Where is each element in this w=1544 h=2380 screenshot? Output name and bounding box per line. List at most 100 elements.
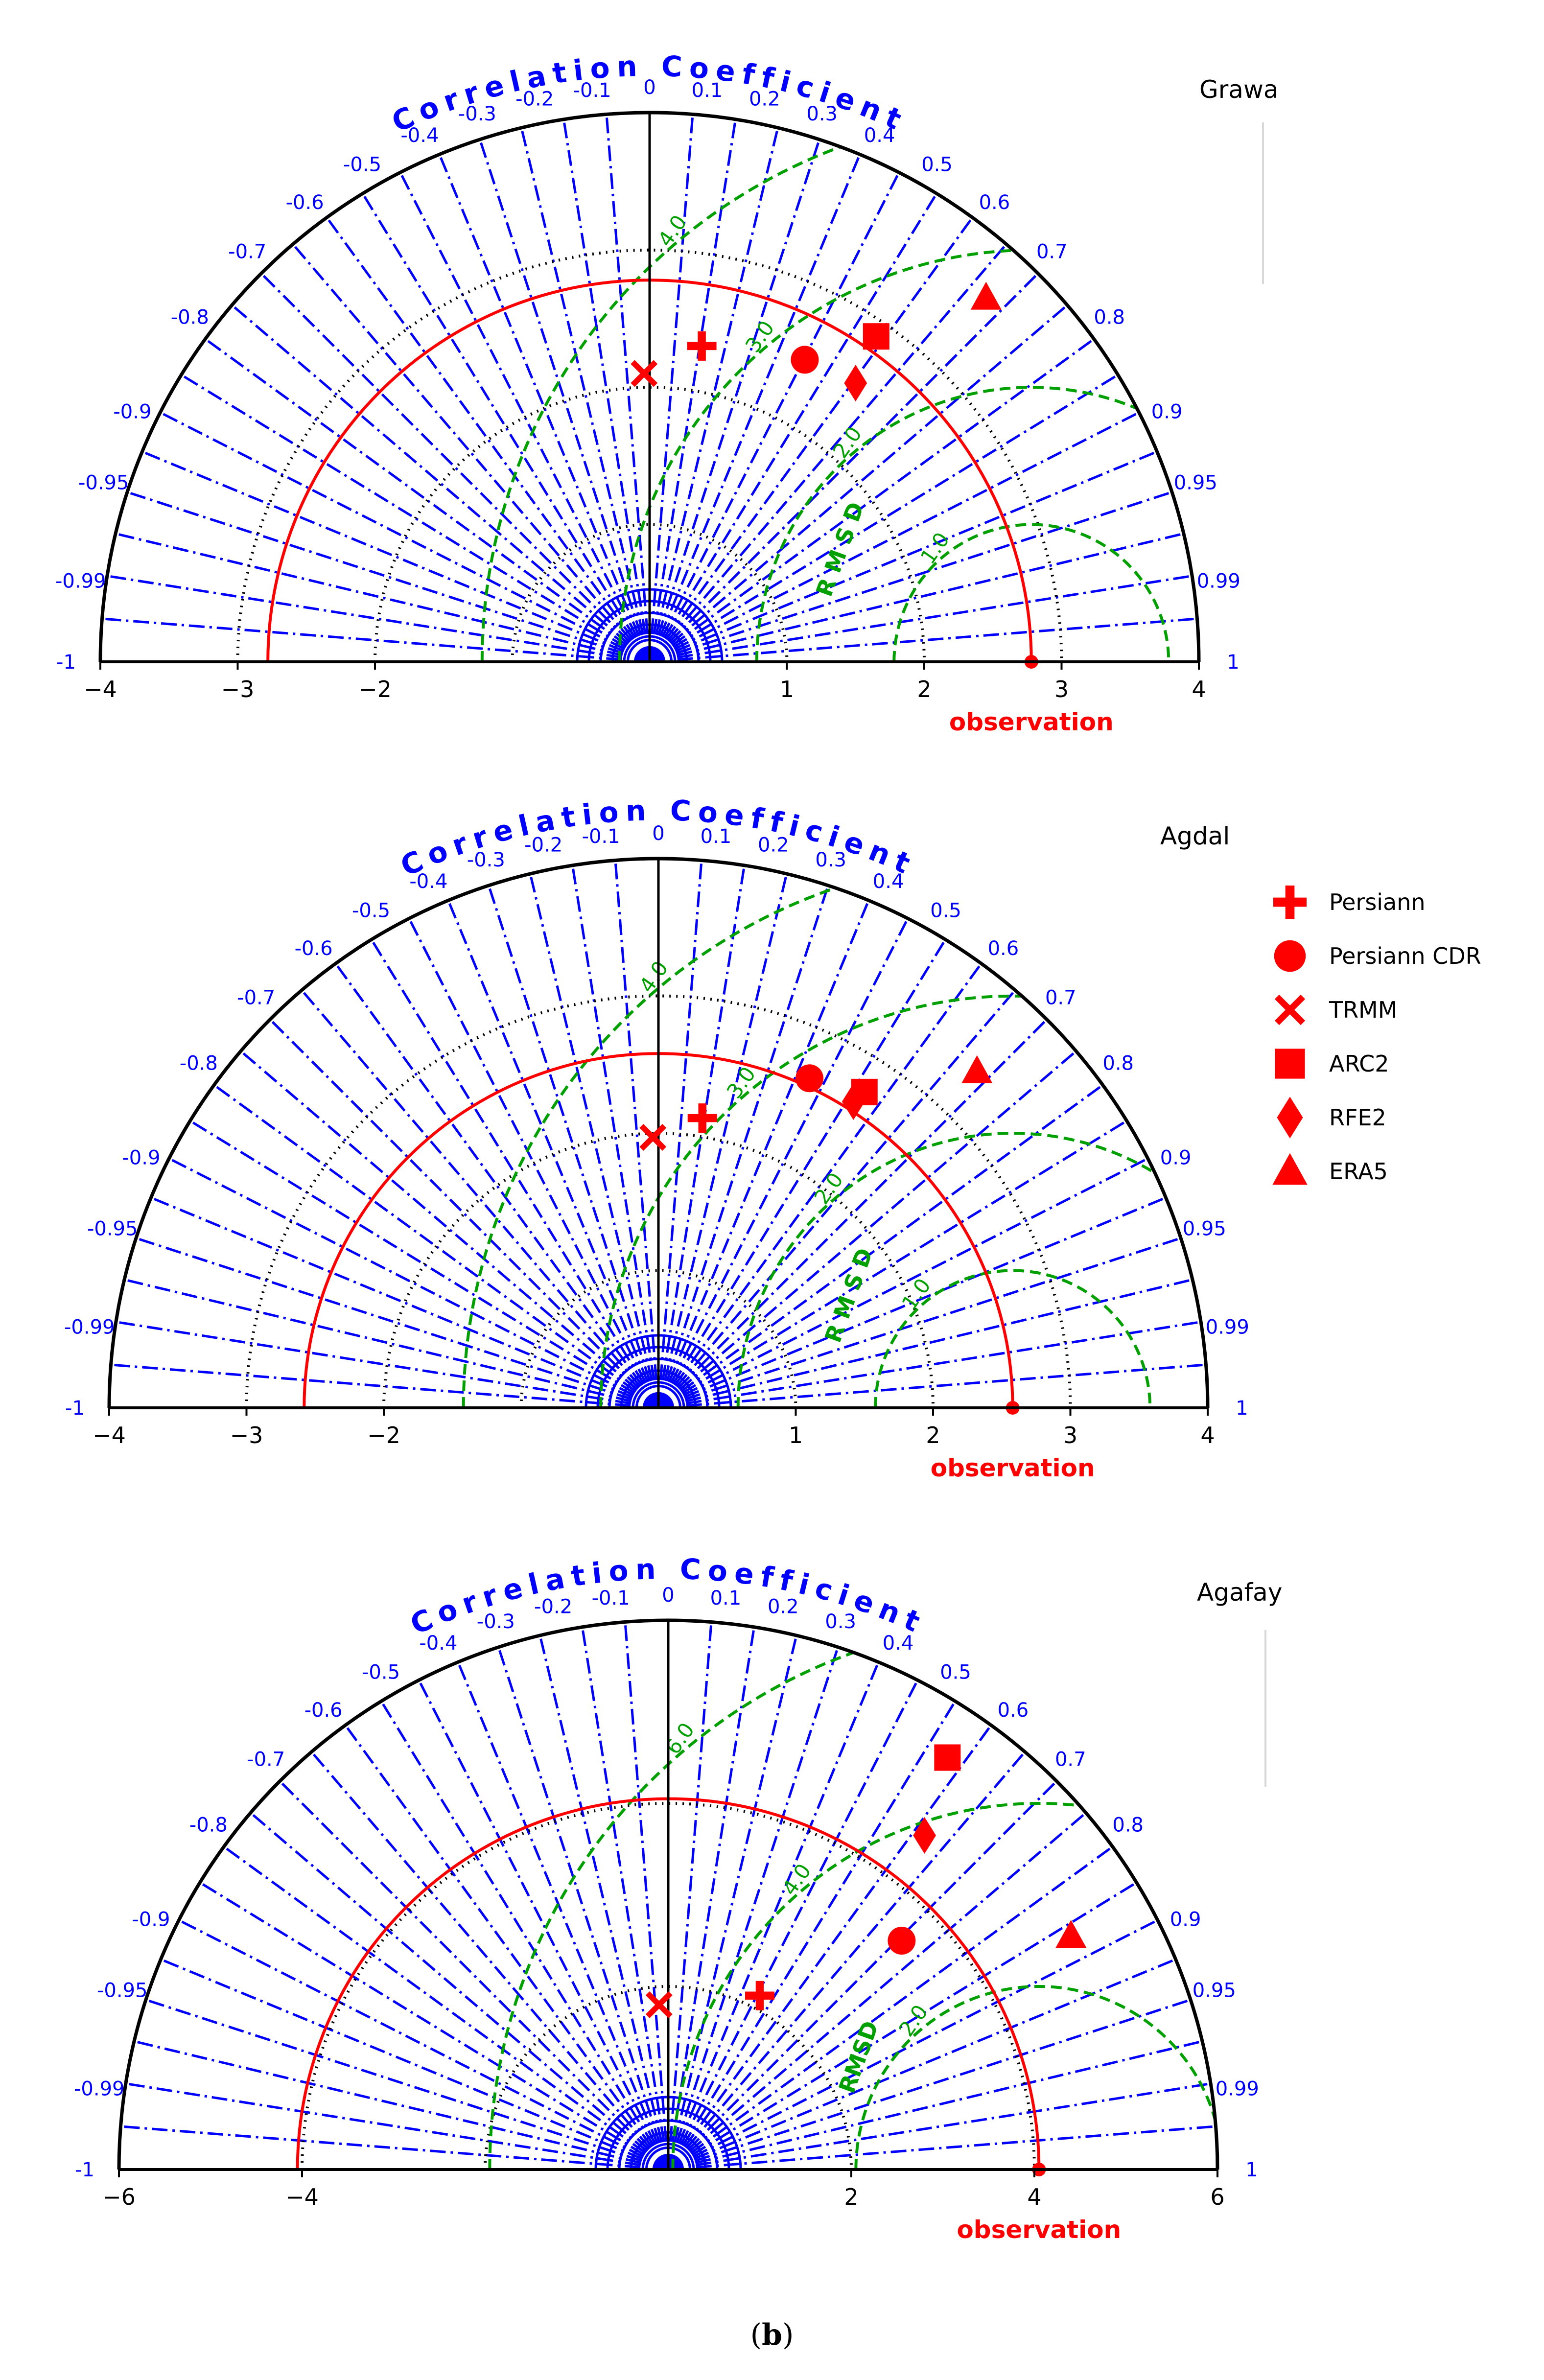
- taylor-panel-grawa: 1.02.03.04.0R M S D−4 −3 −2 1 2 3 4-1-0.99-0.9…: [55, 49, 1278, 736]
- correlation-spoke: [649, 532, 1184, 663]
- rmsd-label: 6.0: [661, 1718, 699, 1759]
- rmsd-arcs: [488, 1620, 1217, 2170]
- rmsd-arc: [736, 1132, 1208, 1408]
- correlation-spoke: [115, 532, 650, 663]
- std-ring: [374, 386, 926, 662]
- correlation-tick-label: -0.5: [352, 899, 390, 922]
- rmsd-label: 1.0: [897, 1274, 935, 1314]
- correlation-spoke: [667, 1627, 755, 2170]
- correlation-spoke: [667, 1845, 1114, 2171]
- correlation-tick-label: -0.9: [132, 1908, 170, 1931]
- correlation-spoke: [102, 617, 650, 663]
- correlation-spoke: [438, 154, 651, 662]
- std-ring: [511, 523, 789, 662]
- std-rings: [236, 248, 1063, 662]
- correlation-tick-label: 0.3: [815, 849, 846, 871]
- correlation-tick-label: 0.7: [1045, 987, 1076, 1009]
- correlation-tick-label: -0.99: [55, 570, 106, 592]
- correlation-spoke: [124, 1278, 659, 1409]
- correlation-spoke: [668, 1998, 1191, 2171]
- correlation-tick-labels: -1 -0.99 -0.95 -0.9 -0.8 -0.7 -0.6 -0.5 -0.4 -0.3…: [55, 76, 1240, 674]
- correlation-spoke: [141, 450, 650, 663]
- correlation-spoke: [447, 900, 660, 1408]
- correlation-spoke: [301, 989, 659, 1409]
- legend-label: Persiann CDR: [1329, 943, 1481, 969]
- correlation-tick-label: -0.1: [582, 825, 620, 848]
- x-tick-label: −2: [358, 676, 392, 702]
- correlation-spoke: [658, 1363, 1206, 1409]
- correlation-tick-label: 0.8: [1102, 1052, 1134, 1075]
- correlation-spoke: [657, 939, 947, 1409]
- correlation-tick-label: -0.4: [400, 124, 439, 147]
- correlation-spoke: [269, 1018, 659, 1409]
- rmsd-arc: [755, 386, 1199, 662]
- correlation-tick-label: 0.4: [873, 870, 904, 893]
- correlation-tick-label: -0.7: [247, 1749, 285, 1771]
- correlation-tick-label: -0.7: [237, 987, 275, 1009]
- correlation-tick-label: 0.99: [1216, 2077, 1259, 2100]
- correlation-spoke: [657, 865, 746, 1408]
- correlation-tick-label: 0.2: [768, 1596, 799, 1618]
- correlation-tick-label: 0.4: [864, 124, 895, 147]
- correlation-spoke: [279, 1780, 669, 2170]
- correlation-spoke: [223, 1845, 669, 2171]
- correlation-spoke: [160, 411, 651, 663]
- correlation-spoke: [344, 1724, 670, 2170]
- correlation-spoke: [181, 373, 651, 663]
- rmsd-arc: [854, 1985, 1217, 2170]
- std-rings: [245, 994, 1072, 1408]
- correlation-spoke: [657, 918, 909, 1409]
- x-tick-label: −3: [230, 1422, 263, 1448]
- correlation-spoke: [658, 1278, 1193, 1409]
- correlation-spoke: [240, 1050, 659, 1409]
- correlation-spoke: [178, 1919, 669, 2171]
- x-tick-label: 2: [844, 2184, 858, 2210]
- correlation-spoke: [204, 338, 651, 663]
- correlation-tick-label: -0.2: [524, 834, 562, 857]
- x-tick-label: −6: [102, 2184, 136, 2210]
- correlation-tick-label: 0.7: [1036, 241, 1068, 263]
- correlation-spoke: [649, 490, 1172, 663]
- rmsd-label: 3.0: [741, 316, 779, 357]
- correlation-tick-label: 0.9: [1160, 1146, 1192, 1169]
- correlation-spoke: [649, 243, 1007, 663]
- correlation-tick-label: -0.9: [122, 1146, 160, 1169]
- correlation-tick-label: 0.2: [758, 834, 789, 857]
- correlation-spoke: [116, 1321, 659, 1409]
- correlation-spoke: [361, 193, 651, 663]
- figure-caption: (b): [0, 2318, 1544, 2352]
- correlation-spoke: [648, 172, 900, 663]
- correlation-tick-label: 1: [1236, 1397, 1248, 1420]
- correlation-spoke: [120, 2125, 669, 2171]
- std-ring: [382, 1132, 935, 1408]
- correlation-tick-label: -0.2: [515, 88, 554, 111]
- panel-title: Grawa: [1199, 75, 1278, 104]
- correlation-tick-label: -0.99: [64, 1316, 115, 1338]
- correlation-spoke: [668, 2125, 1216, 2171]
- rmsd-label: 4.0: [634, 957, 673, 997]
- correlation-spoke: [649, 338, 1095, 663]
- rmsd-arc: [671, 1802, 1217, 2170]
- correlation-tick-label: 0.95: [1183, 1217, 1226, 1240]
- correlation-tick-label: -0.8: [180, 1052, 218, 1075]
- correlation-spoke: [668, 2040, 1203, 2171]
- point-persiann: [745, 1981, 774, 2010]
- correlation-spoke: [648, 139, 821, 662]
- correlation-spoke: [667, 1812, 1087, 2170]
- correlation-spoke: [520, 127, 651, 662]
- correlation-spoke: [668, 2082, 1211, 2171]
- correlation-spoke: [624, 1622, 670, 2170]
- correlation-tick-label: 0.8: [1112, 1814, 1144, 1837]
- correlation-spoke: [667, 1724, 992, 2170]
- correlation-tick-label: -1: [75, 2159, 94, 2181]
- correlation-spoke: [260, 272, 651, 663]
- legend: Persiann Persiann CDR TRMM ARC2 RFE2 ERA5: [1272, 886, 1481, 1185]
- correlation-spoke: [127, 490, 650, 663]
- correlation-spoke: [538, 1635, 670, 2170]
- legend-marker-plus: [1273, 886, 1307, 919]
- x-tick-label: −4: [93, 1422, 126, 1448]
- correlation-spoke: [649, 411, 1140, 663]
- correlation-tick-label: 0.2: [749, 88, 780, 111]
- correlation-tick-label: 0.95: [1174, 471, 1217, 494]
- correlation-spoke: [370, 939, 660, 1409]
